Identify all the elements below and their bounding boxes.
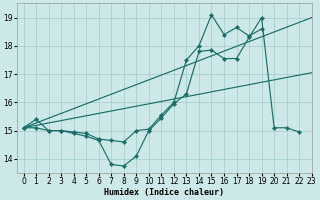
X-axis label: Humidex (Indice chaleur): Humidex (Indice chaleur) [105, 188, 225, 197]
